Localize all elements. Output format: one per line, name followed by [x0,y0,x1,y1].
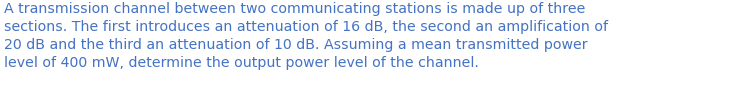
Text: A transmission channel between two communicating stations is made up of three
se: A transmission channel between two commu… [4,2,608,70]
